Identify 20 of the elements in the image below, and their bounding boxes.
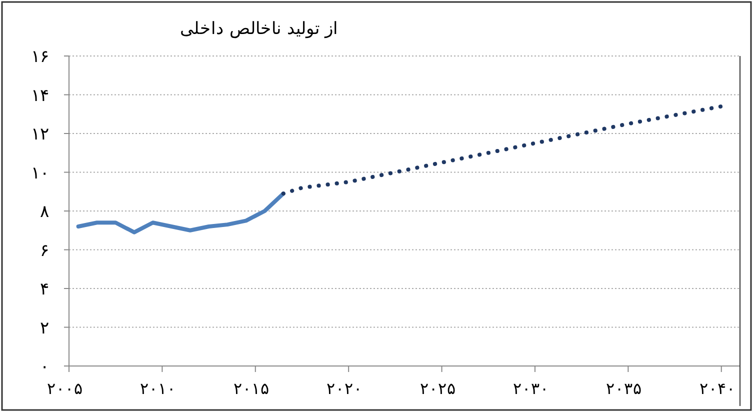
y-tick-label: ۰	[40, 357, 49, 377]
x-tick-label: ۲۰۱۵	[233, 379, 270, 398]
x-tick-label: ۲۰۲۰	[326, 379, 363, 398]
y-tick-label: ۱۰	[31, 163, 49, 184]
line-series	[281, 104, 724, 196]
y-tick-label: ۱۶	[31, 47, 49, 67]
y-tick-label: ۶	[40, 240, 49, 261]
x-tick-label: ۲۰۴۰	[699, 379, 736, 398]
x-tick-label: ۲۰۰۵	[47, 379, 83, 398]
line-series	[76, 192, 286, 234]
x-tick-label: ۲۰۱۰	[140, 379, 176, 398]
y-tick-label: ۲	[40, 318, 49, 338]
x-tick-label: ۲۰۳۰	[512, 379, 549, 398]
y-tick-label: ۱۴	[31, 86, 49, 106]
y-tick-label: ۱۲	[31, 124, 49, 144]
x-tick-label: ۲۰۲۵	[420, 379, 456, 398]
y-tick-label: ۸	[40, 202, 49, 222]
x-tick-label: ۲۰۳۵	[606, 379, 642, 398]
y-axis-title: از تولید ناخالص داخلی	[180, 19, 338, 39]
y-tick-label: ۴	[40, 280, 49, 300]
